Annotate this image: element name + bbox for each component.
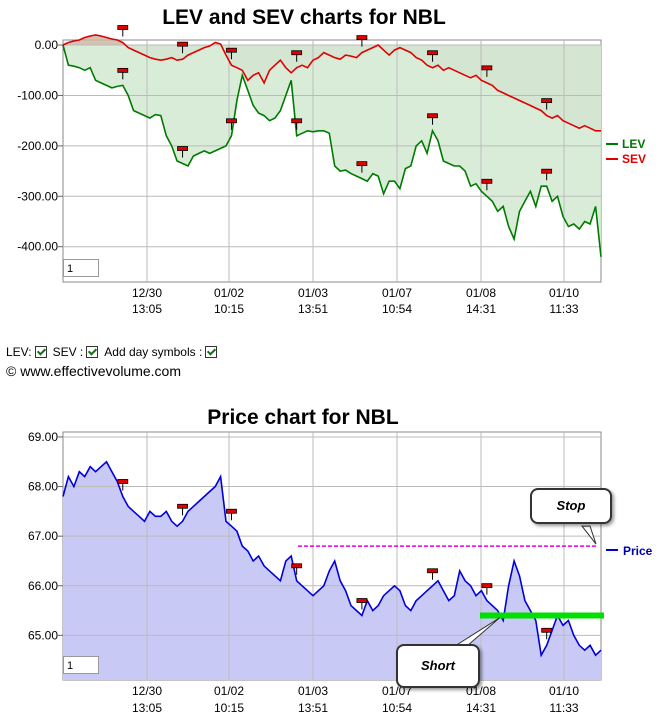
y-tick-label: 68.00 [28,480,58,494]
lev-day-marker [177,146,188,151]
sev-checkbox[interactable] [86,346,99,358]
stop-callout: Stop [530,488,612,524]
copyright-text: © www.effectivevolume.com [6,363,182,379]
short-callout-text: Short [421,658,455,673]
price-day-marker [117,479,129,484]
chart-title: LEV and SEV charts for NBL [162,6,446,29]
sev-day-marker [541,98,553,104]
lev-checkbox[interactable] [34,346,47,358]
x-tick-date: 12/30 [132,684,162,698]
price-zoom-input[interactable]: 1 [63,656,99,674]
x-tick-time: 11:33 [549,302,578,316]
x-tick-time: 10:54 [382,302,412,316]
day-symbols-checkbox[interactable] [205,346,218,358]
lev-line [62,44,602,257]
legend-price-label: Price [623,544,653,558]
stop-callout-pointer [580,525,597,545]
x-tick-date: 01/02 [214,286,244,300]
lev-day-marker [427,113,438,119]
y-tick-label: -100.00 [17,88,58,102]
lev-day-marker [117,67,129,73]
y-tick-label: -300.00 [17,189,58,203]
x-tick-time: 10:54 [382,701,412,715]
price-day-marker [481,583,493,589]
price-day-marker [177,503,188,509]
x-tick-date: 01/08 [466,286,496,300]
y-tick-label: -400.00 [17,240,58,254]
sev-day-marker [356,35,368,41]
x-tick-time: 14:31 [466,701,496,715]
sev-day-marker [177,41,188,47]
lev-day-marker [541,168,553,174]
x-tick-date: 01/03 [298,286,328,300]
y-tick-label: 66.00 [28,579,58,593]
lev-day-marker [226,118,237,124]
price-day-marker [427,568,438,574]
sev-day-marker [226,47,237,53]
x-tick-time: 10:15 [214,701,244,715]
x-tick-time: 10:15 [214,302,244,316]
price-area [63,461,601,680]
legend-sev-label: SEV [622,152,646,166]
x-tick-time: 13:51 [298,701,328,715]
y-tick-label: 65.00 [28,628,58,642]
sev-day-marker [291,50,303,56]
sev-day-marker [481,65,493,71]
lev-sev-chart: LEV and SEV charts for NBL 0.00 -100.00 -20… [17,6,646,316]
price-line [62,460,602,658]
lev-day-marker [356,161,368,167]
x-tick-date: 12/30 [132,286,162,300]
plot-area [62,431,602,681]
x-tick-date: 01/03 [298,684,328,698]
short-callout: Short [396,644,480,688]
lev-area [63,45,601,257]
price-day-marker [291,563,303,569]
x-tick-time: 13:05 [132,302,162,316]
y-tick-label: -200.00 [17,139,58,153]
price-day-marker [226,508,237,514]
chart-title: Price chart for NBL [207,406,399,429]
sev-day-marker [117,25,129,30]
short-callout-pointer [453,617,501,647]
y-tick-label: 67.00 [28,529,58,543]
lev-zoom-input[interactable]: 1 [63,259,99,277]
x-tick-date: 01/10 [549,684,579,698]
price-day-marker [541,627,553,633]
y-tick-label: 0.00 [35,38,59,52]
legend-lev-label: LEV [622,137,645,151]
x-tick-date: 01/02 [214,684,244,698]
sev-day-marker [427,50,438,56]
day-symbols-label: Add day symbols : [104,345,203,359]
lev-toggle-label: LEV: [6,345,32,359]
price-day-marker [356,598,368,603]
sev-line [62,34,601,132]
chart-controls: LEV: SEV : Add day symbols : [6,345,220,359]
x-tick-time: 13:51 [298,302,328,316]
y-tick-label: 69.00 [28,430,58,444]
lev-day-marker [291,118,303,124]
x-tick-time: 13:05 [132,701,162,715]
x-tick-date: 01/10 [549,286,579,300]
stop-callout-text: Stop [556,498,586,513]
sev-toggle-label: SEV : [52,345,84,359]
lev-day-marker [481,178,493,184]
x-tick-date: 01/07 [382,286,412,300]
x-tick-time: 11:33 [549,701,578,715]
x-tick-time: 14:31 [466,302,496,316]
